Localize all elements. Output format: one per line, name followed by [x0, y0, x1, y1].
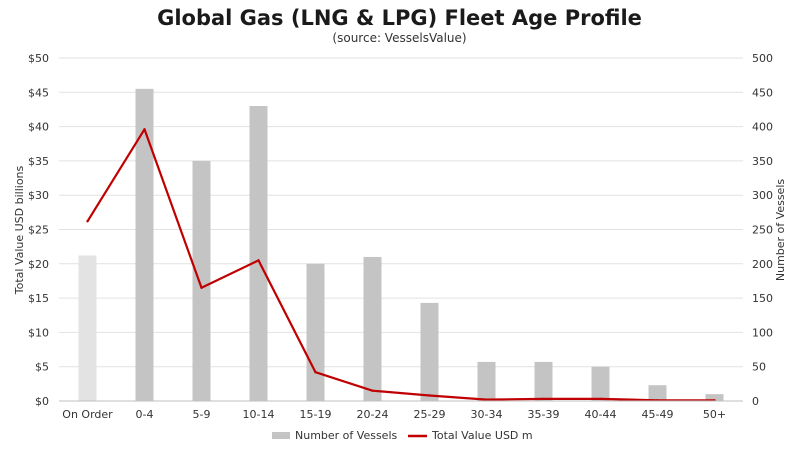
right-y-tick-label: 150 — [752, 292, 773, 305]
line-series — [86, 128, 716, 402]
left-y-tick-label: $20 — [28, 258, 49, 271]
bar-series — [78, 88, 724, 402]
bar-20-24 — [363, 256, 382, 401]
bar-15-19 — [306, 263, 325, 401]
left-y-tick-label: $30 — [28, 189, 49, 202]
right-y-tick-label: 400 — [752, 121, 773, 134]
x-tick-label: 25-29 — [414, 408, 446, 421]
right-y-tick-label: 450 — [752, 86, 773, 99]
bar-0-4 — [135, 88, 154, 402]
right-y-tick-label: 500 — [752, 52, 773, 65]
bar-5-9 — [192, 160, 211, 401]
right-y-tick-label: 50 — [752, 361, 766, 374]
x-tick-label: 10-14 — [243, 408, 275, 421]
bar-25-29 — [420, 302, 439, 401]
left-y-tick-label: $35 — [28, 155, 49, 168]
left-y-tick-label: $15 — [28, 292, 49, 305]
value-point-0-4 — [143, 128, 146, 131]
left-y-tick-label: $40 — [28, 121, 49, 134]
x-tick-label: 35-39 — [528, 408, 560, 421]
bar-30-34 — [477, 361, 496, 401]
left-y-tick-label: $45 — [28, 86, 49, 99]
x-tick-label: 40-44 — [585, 408, 617, 421]
right-y-tick-label: 0 — [752, 395, 759, 408]
value-point-40-44 — [599, 397, 602, 401]
legend-label-vessels: Number of Vessels — [295, 429, 398, 442]
legend: Number of Vessels Total Value USD m — [272, 429, 533, 442]
bar-40-44 — [591, 366, 610, 401]
right-y-tick-label: 300 — [752, 189, 773, 202]
value-point-5-9 — [200, 286, 203, 290]
chart-subtitle: (source: VesselsValue) — [332, 31, 467, 45]
gridlines — [59, 57, 743, 402]
value-point-10-14 — [257, 259, 260, 262]
right-y-axis-label: Number of Vessels — [774, 179, 787, 282]
value-point-30-34 — [485, 398, 488, 401]
left-y-tick-label: $50 — [28, 52, 49, 65]
x-tick-label: 15-19 — [300, 408, 332, 421]
left-y-axis-label: Total Value USD billions — [13, 165, 26, 295]
chart-title: Global Gas (LNG & LPG) Fleet Age Profile — [157, 6, 642, 30]
right-y-tick-label: 200 — [752, 258, 773, 271]
bar-10-14 — [249, 106, 268, 402]
bar-on-order — [78, 255, 97, 401]
left-y-tick-labels: $0 $5 $10 $15 $20 $25 $30 $35 $40 $45 $50 — [28, 52, 49, 408]
value-point-20-24 — [371, 389, 374, 392]
left-y-tick-label: $25 — [28, 224, 49, 237]
x-tick-label: 50+ — [703, 408, 726, 421]
left-y-tick-label: $10 — [28, 326, 49, 339]
legend-label-value: Total Value USD m — [431, 429, 533, 442]
x-tick-label: 5-9 — [193, 408, 211, 421]
x-tick-label: 20-24 — [357, 408, 389, 421]
total-value-line — [86, 128, 715, 402]
value-point-on-order — [86, 220, 89, 223]
right-y-tick-labels: 0 50 100 150 200 250 300 350 400 450 500 — [752, 52, 773, 408]
x-tick-label: 0-4 — [136, 408, 154, 421]
bar-35-39 — [534, 361, 553, 401]
x-tick-labels: On Order 0-4 5-9 10-14 15-19 20-24 25-29 30-34 3… — [62, 408, 726, 421]
bar-50- — [705, 394, 724, 401]
legend-swatch-vessels — [272, 432, 290, 439]
x-tick-label: 45-49 — [642, 408, 674, 421]
right-y-tick-label: 350 — [752, 155, 773, 168]
value-point-25-29 — [428, 394, 431, 397]
left-y-tick-label: $5 — [35, 361, 49, 374]
x-tick-label: 30-34 — [471, 408, 503, 421]
left-y-tick-label: $0 — [35, 395, 49, 408]
bar-45-49 — [648, 385, 667, 401]
value-point-35-39 — [542, 397, 545, 401]
right-y-tick-label: 250 — [752, 224, 773, 237]
value-point-15-19 — [314, 370, 317, 374]
right-y-tick-label: 100 — [752, 326, 773, 339]
x-tick-label: On Order — [62, 408, 113, 421]
